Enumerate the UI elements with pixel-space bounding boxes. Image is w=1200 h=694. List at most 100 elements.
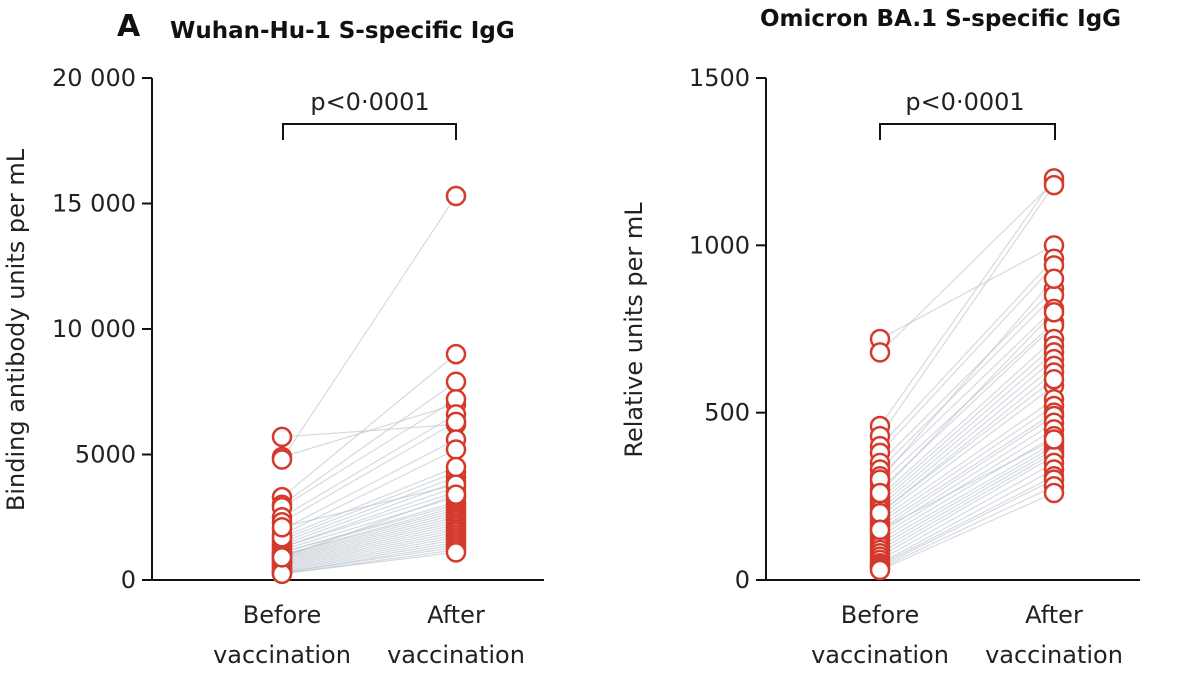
point-after bbox=[1043, 302, 1065, 323]
pair-line bbox=[879, 469, 1055, 564]
y-ticks-omicron: 0 500 1000 1500 bbox=[689, 64, 766, 594]
pair-line bbox=[281, 398, 457, 508]
significance-bracket-omicron bbox=[879, 123, 1056, 140]
pair-line bbox=[879, 415, 1055, 531]
x-tick-before-line1-omicron: Before bbox=[841, 601, 919, 629]
pair-line bbox=[879, 445, 1055, 548]
point-after bbox=[445, 343, 467, 365]
pair-line bbox=[879, 452, 1055, 554]
points-omicron bbox=[869, 168, 1065, 581]
pair-line bbox=[281, 511, 457, 557]
pair-line bbox=[281, 466, 457, 538]
x-tick-after-line1-omicron: After bbox=[1025, 601, 1083, 629]
pair-line bbox=[879, 438, 1055, 531]
x-tick-before-line2-wuhan: vaccination bbox=[213, 641, 351, 669]
y-tick-label-omicron: 500 bbox=[704, 399, 750, 427]
pair-line bbox=[879, 295, 1055, 470]
pair-line bbox=[281, 524, 457, 564]
point-after bbox=[445, 185, 467, 207]
pair-line bbox=[281, 481, 457, 546]
pair-line bbox=[281, 403, 457, 458]
point-before bbox=[869, 482, 891, 504]
panel-letter: A bbox=[117, 9, 141, 44]
p-value-wuhan: p<0·0001 bbox=[310, 88, 429, 116]
pair-line bbox=[879, 455, 1055, 558]
pair-line bbox=[281, 546, 457, 574]
y-ticks-wuhan: 0 5000 10 000 15 000 20 000 bbox=[52, 64, 152, 594]
pair-line bbox=[281, 504, 457, 553]
pair-line bbox=[281, 529, 457, 566]
p-value-omicron: p<0·0001 bbox=[905, 88, 1024, 116]
pair-line bbox=[879, 265, 1055, 454]
pair-line bbox=[879, 442, 1055, 544]
pair-line bbox=[281, 521, 457, 562]
pair-line bbox=[281, 491, 457, 548]
pair-line bbox=[281, 514, 457, 558]
pair-line bbox=[879, 244, 1055, 340]
y-tick-label-omicron: 1500 bbox=[689, 64, 750, 92]
pair-line bbox=[879, 308, 1055, 477]
pair-line bbox=[281, 516, 457, 560]
pair-line bbox=[879, 184, 1055, 437]
point-before bbox=[271, 426, 293, 448]
pair-line bbox=[281, 476, 457, 543]
pair-line bbox=[281, 519, 457, 561]
y-tick-label-wuhan: 0 bbox=[121, 566, 136, 594]
y-tick-label-wuhan: 10 000 bbox=[52, 315, 136, 343]
point-after bbox=[445, 371, 467, 392]
point-after bbox=[445, 542, 467, 563]
pair-line bbox=[879, 492, 1055, 571]
pair-line bbox=[879, 412, 1055, 527]
pair-lines-omicron bbox=[879, 178, 1055, 571]
pair-line bbox=[879, 448, 1055, 551]
pair-line bbox=[879, 178, 1055, 427]
panel-omicron: Omicron BA.1 S-specific IgG Relative uni… bbox=[620, 6, 1140, 669]
point-after bbox=[445, 456, 467, 478]
x-tick-after-line2-wuhan: vaccination bbox=[387, 641, 525, 669]
x-tick-after-line1-wuhan: After bbox=[427, 601, 485, 629]
pair-line bbox=[879, 288, 1055, 464]
points-wuhan bbox=[271, 185, 467, 584]
point-before bbox=[271, 517, 293, 538]
x-tick-before-line1-wuhan: Before bbox=[243, 601, 321, 629]
pair-line bbox=[281, 539, 457, 571]
point-after bbox=[1043, 174, 1065, 196]
y-tick-label-omicron: 0 bbox=[735, 566, 750, 594]
point-after bbox=[445, 411, 467, 433]
point-before bbox=[869, 502, 891, 524]
pair-line bbox=[281, 484, 457, 528]
pair-lines-wuhan bbox=[281, 195, 457, 575]
panel-title-wuhan: Wuhan-Hu-1 S-specific IgG bbox=[170, 18, 515, 44]
pair-line bbox=[281, 421, 457, 523]
pair-line bbox=[879, 358, 1055, 507]
x-tick-before-line2-omicron: vaccination bbox=[811, 641, 949, 669]
pair-line bbox=[879, 258, 1055, 447]
pair-line bbox=[281, 496, 457, 551]
pair-line bbox=[281, 536, 457, 570]
pair-line bbox=[879, 405, 1055, 524]
point-after bbox=[1043, 482, 1065, 504]
pair-line bbox=[879, 398, 1055, 521]
point-before bbox=[869, 342, 891, 363]
point-after bbox=[445, 439, 467, 460]
pair-line bbox=[281, 541, 457, 572]
y-tick-label-wuhan: 20 000 bbox=[52, 64, 136, 92]
y-axis-label-wuhan: Binding antibody units per mL bbox=[2, 148, 30, 511]
pair-line bbox=[879, 338, 1055, 497]
pair-line bbox=[879, 345, 1055, 501]
pair-line bbox=[879, 278, 1055, 480]
pair-line bbox=[281, 381, 457, 506]
y-tick-label-wuhan: 15 000 bbox=[52, 190, 136, 218]
point-before bbox=[869, 559, 891, 581]
point-after bbox=[1043, 429, 1065, 450]
pair-line bbox=[281, 551, 457, 575]
y-tick-label-wuhan: 5000 bbox=[75, 441, 136, 469]
panel-title-omicron: Omicron BA.1 S-specific IgG bbox=[760, 6, 1121, 32]
x-tick-after-line2-omicron: vaccination bbox=[985, 641, 1123, 669]
pair-line bbox=[879, 485, 1055, 569]
pair-line bbox=[879, 462, 1055, 561]
y-axis-label-omicron: Relative units per mL bbox=[620, 202, 648, 458]
point-after bbox=[1043, 368, 1065, 390]
panel-wuhan: A Wuhan-Hu-1 S-specific IgG Binding anti… bbox=[2, 9, 544, 669]
